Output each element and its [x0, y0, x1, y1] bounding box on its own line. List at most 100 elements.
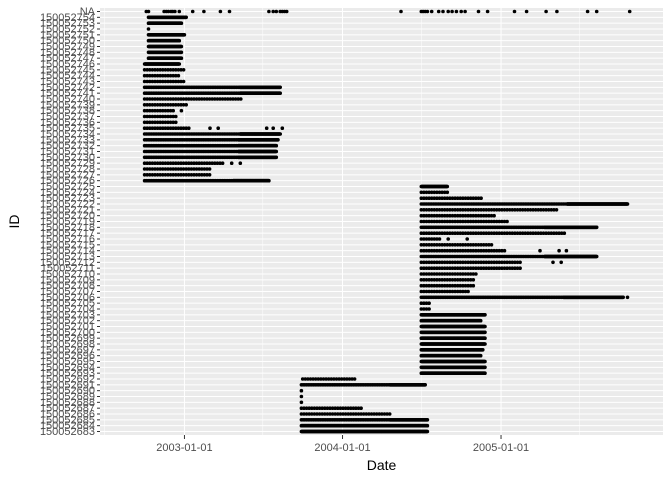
- data-point: [316, 377, 321, 381]
- data-point: [321, 377, 326, 381]
- data-point: [274, 149, 279, 154]
- data-point: [466, 289, 470, 294]
- data-point: [350, 377, 354, 381]
- data-point: [184, 103, 188, 107]
- data-point: [306, 377, 310, 381]
- data-point: [267, 178, 271, 183]
- data-point: [559, 260, 563, 265]
- data-point: [220, 161, 225, 165]
- data-point: [300, 377, 305, 381]
- data-point: [323, 412, 327, 416]
- data-point: [229, 161, 234, 165]
- data-point: [621, 295, 625, 300]
- data-point: [518, 266, 522, 271]
- data-point: [310, 406, 314, 411]
- data-point: [354, 412, 358, 416]
- data-point: [274, 143, 279, 148]
- data-point: [374, 412, 379, 416]
- data-point: [325, 406, 330, 411]
- data-point: [312, 412, 317, 416]
- data-point: [307, 412, 312, 416]
- data-point: [483, 365, 487, 370]
- data-point: [349, 412, 353, 416]
- data-point: [333, 412, 338, 416]
- data-point: [336, 406, 340, 411]
- data-point: [329, 377, 334, 381]
- data-point: [271, 126, 276, 130]
- data-point: [338, 406, 343, 411]
- data-point: [425, 423, 430, 428]
- data-point: [489, 243, 494, 247]
- data-point: [332, 377, 336, 381]
- data-point: [187, 126, 191, 130]
- data-point: [364, 412, 369, 416]
- data-point: [276, 138, 280, 142]
- data-point: [339, 377, 344, 381]
- data-point: [312, 406, 317, 411]
- data-point: [336, 412, 340, 416]
- data-point: [343, 406, 348, 411]
- data-point: [320, 412, 325, 416]
- data-point: [238, 161, 243, 165]
- data-point: [427, 301, 431, 306]
- data-point: [423, 383, 428, 387]
- data-point: [264, 126, 269, 130]
- data-point: [325, 412, 330, 416]
- data-point: [330, 412, 335, 416]
- data-point: [302, 412, 306, 416]
- data-point: [328, 412, 332, 416]
- data-point: [492, 213, 496, 218]
- data-point: [320, 406, 325, 411]
- data-point: [326, 377, 331, 381]
- data-point: [337, 377, 341, 381]
- data-point: [625, 202, 630, 206]
- data-point: [359, 412, 363, 416]
- data-point: [625, 295, 630, 300]
- data-point: [554, 208, 559, 212]
- data-point: [313, 377, 318, 381]
- data-point: [351, 406, 356, 411]
- data-point: [324, 377, 328, 381]
- data-point: [551, 260, 555, 265]
- data-point: [437, 237, 442, 241]
- data-point: [302, 406, 306, 411]
- data-point: [307, 406, 312, 411]
- data-point: [299, 400, 304, 405]
- data-point: [382, 412, 387, 416]
- data-point: [483, 359, 487, 364]
- data-point: [311, 377, 315, 381]
- data-point: [343, 412, 348, 416]
- data-point: [304, 406, 309, 411]
- data-point: [328, 406, 332, 411]
- data-point: [481, 348, 485, 352]
- data-point: [557, 248, 561, 253]
- data-point: [208, 126, 212, 130]
- data-point: [425, 429, 430, 434]
- data-point: [479, 196, 483, 200]
- data-point: [471, 283, 476, 288]
- data-point: [349, 406, 353, 411]
- data-point: [345, 377, 349, 381]
- data-point: [338, 412, 343, 416]
- data-point: [483, 342, 487, 346]
- data-point: [351, 412, 356, 416]
- data-point: [372, 412, 376, 416]
- data-point: [564, 248, 569, 253]
- data-point: [299, 394, 304, 399]
- data-point: [278, 132, 283, 136]
- data-point: [471, 278, 476, 282]
- data-point: [352, 377, 357, 381]
- data-point: [174, 120, 178, 125]
- data-point: [483, 313, 487, 317]
- data-point: [308, 377, 313, 381]
- data-point: [179, 108, 184, 113]
- data-point: [505, 219, 509, 224]
- data-point: [207, 173, 212, 177]
- data-point: [333, 406, 338, 411]
- data-point: [369, 412, 374, 416]
- data-point: [367, 412, 371, 416]
- data-point: [387, 412, 392, 416]
- data-point: [303, 377, 308, 381]
